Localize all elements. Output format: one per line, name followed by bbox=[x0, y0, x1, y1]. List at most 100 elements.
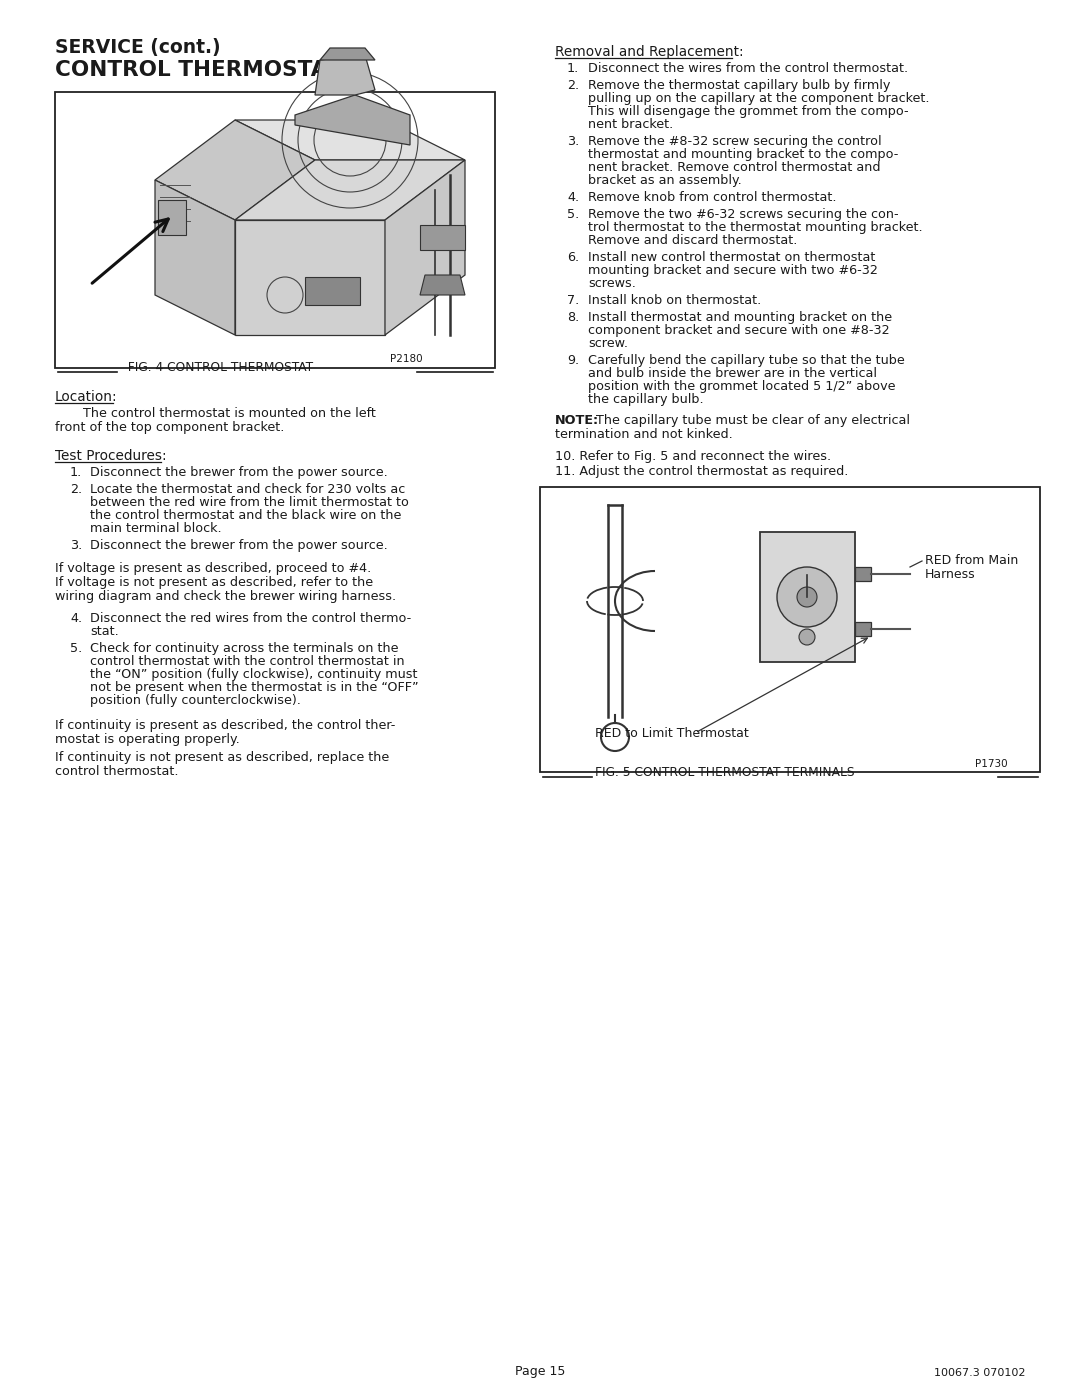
Text: 7.: 7. bbox=[567, 293, 579, 307]
Text: termination and not kinked.: termination and not kinked. bbox=[555, 427, 732, 441]
Text: 11. Adjust the control thermostat as required.: 11. Adjust the control thermostat as req… bbox=[555, 465, 849, 478]
Polygon shape bbox=[235, 161, 465, 219]
Text: If voltage is not present as described, refer to the: If voltage is not present as described, … bbox=[55, 576, 373, 590]
Polygon shape bbox=[235, 120, 465, 161]
Text: control thermostat with the control thermostat in: control thermostat with the control ther… bbox=[90, 655, 405, 668]
Polygon shape bbox=[420, 275, 465, 295]
Bar bbox=[158, 200, 186, 235]
Text: 5.: 5. bbox=[567, 208, 579, 221]
Text: The control thermostat is mounted on the left: The control thermostat is mounted on the… bbox=[83, 407, 376, 420]
Text: RED from Main: RED from Main bbox=[924, 555, 1018, 567]
Text: mounting bracket and secure with two #6-32: mounting bracket and secure with two #6-… bbox=[588, 264, 878, 277]
Text: stat.: stat. bbox=[90, 624, 119, 638]
Polygon shape bbox=[320, 47, 375, 60]
Text: 2.: 2. bbox=[567, 80, 579, 92]
Polygon shape bbox=[156, 120, 315, 219]
Text: screw.: screw. bbox=[588, 337, 627, 351]
Polygon shape bbox=[384, 161, 465, 335]
Circle shape bbox=[799, 629, 815, 645]
Text: thermostat and mounting bracket to the compo-: thermostat and mounting bracket to the c… bbox=[588, 148, 899, 161]
Text: the capillary bulb.: the capillary bulb. bbox=[588, 393, 704, 407]
Text: nent bracket.: nent bracket. bbox=[588, 117, 673, 131]
Text: Locate the thermostat and check for 230 volts ac: Locate the thermostat and check for 230 … bbox=[90, 483, 405, 496]
Text: Harness: Harness bbox=[924, 569, 975, 581]
Text: control thermostat.: control thermostat. bbox=[55, 766, 178, 778]
Text: Disconnect the red wires from the control thermo-: Disconnect the red wires from the contro… bbox=[90, 612, 411, 624]
Text: Remove the two #6-32 screws securing the con-: Remove the two #6-32 screws securing the… bbox=[588, 208, 899, 221]
Text: 10067.3 070102: 10067.3 070102 bbox=[933, 1368, 1025, 1377]
Polygon shape bbox=[315, 54, 375, 95]
Text: Disconnect the brewer from the power source.: Disconnect the brewer from the power sou… bbox=[90, 539, 388, 552]
Text: 2.: 2. bbox=[70, 483, 82, 496]
Text: Check for continuity across the terminals on the: Check for continuity across the terminal… bbox=[90, 643, 399, 655]
Text: Removal and Replacement:: Removal and Replacement: bbox=[555, 45, 744, 59]
Bar bbox=[855, 567, 870, 581]
Text: 3.: 3. bbox=[70, 539, 82, 552]
Text: SERVICE (cont.): SERVICE (cont.) bbox=[55, 38, 220, 57]
Text: 4.: 4. bbox=[567, 191, 579, 204]
Text: 1.: 1. bbox=[70, 467, 82, 479]
Circle shape bbox=[797, 587, 816, 608]
Text: FIG. 4 CONTROL THERMOSTAT: FIG. 4 CONTROL THERMOSTAT bbox=[120, 360, 313, 374]
Text: 5.: 5. bbox=[70, 643, 82, 655]
Text: Carefully bend the capillary tube so that the tube: Carefully bend the capillary tube so tha… bbox=[588, 353, 905, 367]
Polygon shape bbox=[235, 219, 384, 335]
Text: This will disengage the grommet from the compo-: This will disengage the grommet from the… bbox=[588, 105, 908, 117]
Circle shape bbox=[777, 567, 837, 627]
Bar bbox=[760, 532, 855, 662]
Text: Location:: Location: bbox=[55, 390, 118, 404]
Bar bbox=[305, 277, 360, 305]
Text: Test Procedures:: Test Procedures: bbox=[55, 448, 166, 462]
Text: trol thermostat to the thermostat mounting bracket.: trol thermostat to the thermostat mounti… bbox=[588, 221, 922, 235]
Text: the control thermostat and the black wire on the: the control thermostat and the black wir… bbox=[90, 509, 402, 522]
Text: If continuity is not present as described, replace the: If continuity is not present as describe… bbox=[55, 752, 389, 764]
Text: Install knob on thermostat.: Install knob on thermostat. bbox=[588, 293, 761, 307]
Text: position with the grommet located 5 1/2” above: position with the grommet located 5 1/2”… bbox=[588, 380, 895, 393]
Text: Remove and discard thermostat.: Remove and discard thermostat. bbox=[588, 235, 797, 247]
Text: FIG. 5 CONTROL THERMOSTAT TERMINALS: FIG. 5 CONTROL THERMOSTAT TERMINALS bbox=[595, 766, 854, 780]
Text: wiring diagram and check the brewer wiring harness.: wiring diagram and check the brewer wiri… bbox=[55, 590, 396, 604]
Text: Remove the #8-32 screw securing the control: Remove the #8-32 screw securing the cont… bbox=[588, 136, 881, 148]
Text: Remove the thermostat capillary bulb by firmly: Remove the thermostat capillary bulb by … bbox=[588, 80, 890, 92]
Text: Install new control thermostat on thermostat: Install new control thermostat on thermo… bbox=[588, 251, 876, 264]
Text: not be present when the thermostat is in the “OFF”: not be present when the thermostat is in… bbox=[90, 680, 419, 694]
Text: P1730: P1730 bbox=[975, 759, 1008, 768]
Text: the “ON” position (fully clockwise), continuity must: the “ON” position (fully clockwise), con… bbox=[90, 668, 418, 680]
Bar bbox=[420, 225, 465, 250]
Text: pulling up on the capillary at the component bracket.: pulling up on the capillary at the compo… bbox=[588, 92, 930, 105]
Bar bbox=[540, 488, 1040, 773]
Text: front of the top component bracket.: front of the top component bracket. bbox=[55, 420, 284, 434]
Polygon shape bbox=[295, 95, 410, 145]
Text: screws.: screws. bbox=[588, 277, 636, 291]
Text: Page 15: Page 15 bbox=[515, 1365, 565, 1377]
Text: Install thermostat and mounting bracket on the: Install thermostat and mounting bracket … bbox=[588, 312, 892, 324]
Text: bracket as an assembly.: bracket as an assembly. bbox=[588, 175, 742, 187]
Text: main terminal block.: main terminal block. bbox=[90, 522, 221, 535]
Text: CONTROL THERMOSTAT: CONTROL THERMOSTAT bbox=[55, 60, 340, 80]
Text: The capillary tube must be clear of any electrical: The capillary tube must be clear of any … bbox=[592, 414, 910, 427]
Text: Disconnect the wires from the control thermostat.: Disconnect the wires from the control th… bbox=[588, 61, 908, 75]
Text: 1.: 1. bbox=[567, 61, 579, 75]
Text: 9.: 9. bbox=[567, 353, 579, 367]
Text: P2180: P2180 bbox=[390, 353, 422, 365]
Bar bbox=[855, 622, 870, 636]
Text: NOTE:: NOTE: bbox=[555, 414, 599, 427]
Text: and bulb inside the brewer are in the vertical: and bulb inside the brewer are in the ve… bbox=[588, 367, 877, 380]
Text: component bracket and secure with one #8-32: component bracket and secure with one #8… bbox=[588, 324, 890, 337]
Text: Remove knob from control thermostat.: Remove knob from control thermostat. bbox=[588, 191, 837, 204]
Polygon shape bbox=[156, 180, 235, 335]
Text: 8.: 8. bbox=[567, 312, 579, 324]
Text: position (fully counterclockwise).: position (fully counterclockwise). bbox=[90, 694, 301, 707]
Text: RED to Limit Thermostat: RED to Limit Thermostat bbox=[595, 726, 748, 740]
Text: nent bracket. Remove control thermostat and: nent bracket. Remove control thermostat … bbox=[588, 161, 880, 175]
Text: 6.: 6. bbox=[567, 251, 579, 264]
Text: between the red wire from the limit thermostat to: between the red wire from the limit ther… bbox=[90, 496, 409, 509]
Text: mostat is operating properly.: mostat is operating properly. bbox=[55, 733, 240, 746]
Bar bbox=[55, 92, 495, 367]
Text: If voltage is present as described, proceed to #4.: If voltage is present as described, proc… bbox=[55, 562, 372, 576]
Text: 10. Refer to Fig. 5 and reconnect the wires.: 10. Refer to Fig. 5 and reconnect the wi… bbox=[555, 450, 832, 462]
Text: 4.: 4. bbox=[70, 612, 82, 624]
Text: If continuity is present as described, the control ther-: If continuity is present as described, t… bbox=[55, 719, 395, 732]
Text: 3.: 3. bbox=[567, 136, 579, 148]
Text: Disconnect the brewer from the power source.: Disconnect the brewer from the power sou… bbox=[90, 467, 388, 479]
